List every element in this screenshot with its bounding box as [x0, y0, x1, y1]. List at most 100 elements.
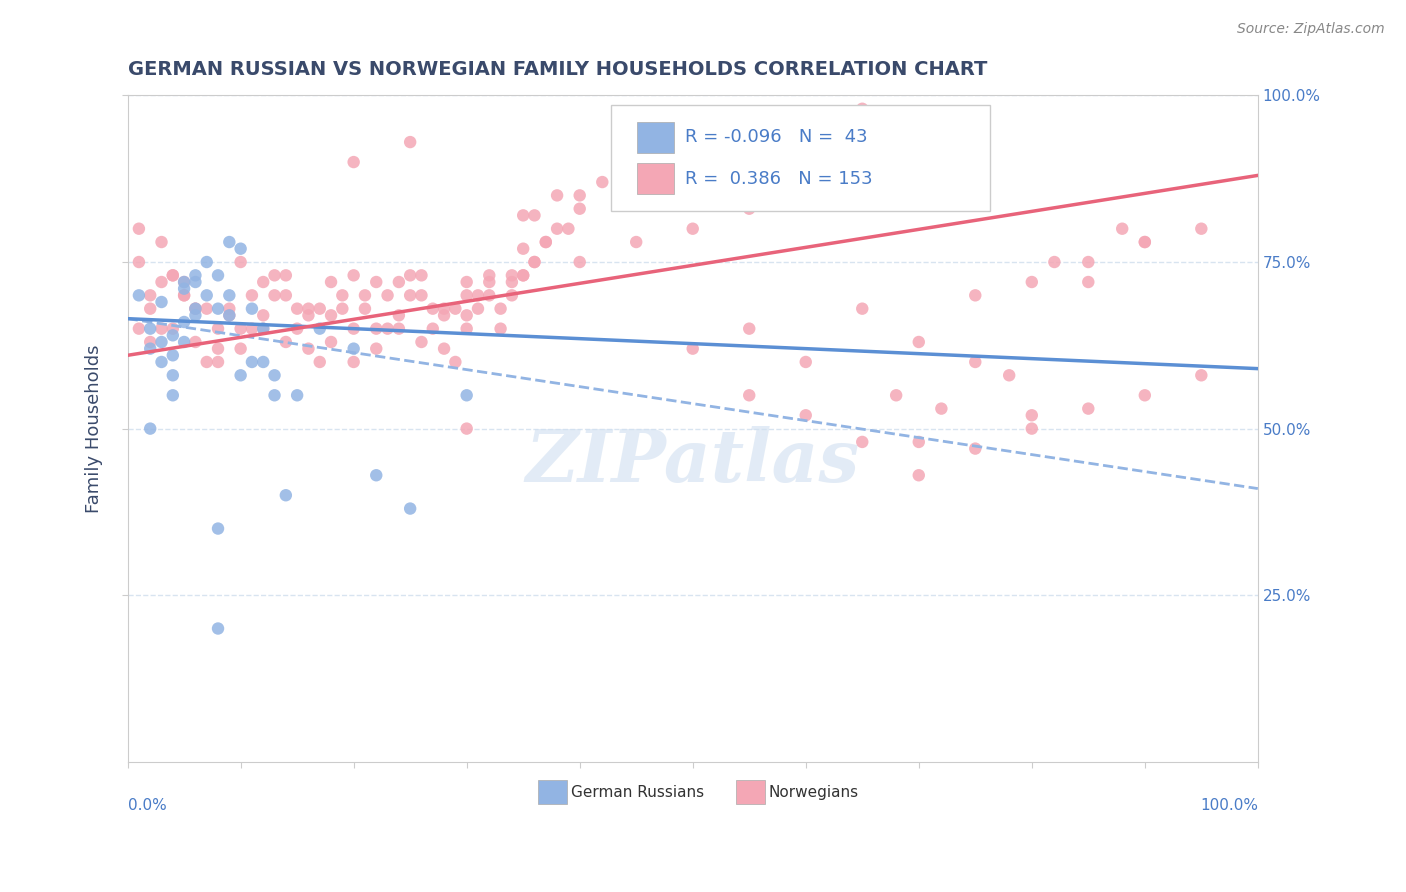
Point: [285, 388, 308, 402]
Point: [184, 301, 207, 316]
Point: [263, 268, 285, 283]
Point: [1189, 368, 1212, 383]
Point: [343, 321, 366, 335]
Point: [546, 221, 568, 235]
Point: [546, 188, 568, 202]
Point: [128, 288, 150, 302]
Point: [851, 434, 873, 449]
Point: [330, 288, 353, 302]
Point: [162, 321, 184, 335]
Point: [366, 468, 388, 483]
Point: [150, 321, 173, 335]
Point: [907, 155, 929, 169]
Point: [907, 334, 929, 349]
Point: [998, 368, 1021, 383]
Point: [240, 321, 263, 335]
Point: [456, 321, 478, 335]
Point: [173, 315, 195, 329]
Point: [173, 288, 195, 302]
Point: [557, 221, 579, 235]
Point: [523, 208, 546, 222]
Point: [162, 268, 184, 283]
Point: [354, 288, 377, 302]
Point: [319, 309, 342, 323]
FancyBboxPatch shape: [735, 780, 765, 805]
Point: [297, 342, 319, 356]
Point: [772, 121, 794, 136]
Point: [489, 301, 512, 316]
Point: [501, 288, 523, 302]
Point: [388, 309, 411, 323]
Text: GERMAN RUSSIAN VS NORWEGIAN FAMILY HOUSEHOLDS CORRELATION CHART: GERMAN RUSSIAN VS NORWEGIAN FAMILY HOUSE…: [128, 60, 987, 78]
Point: [252, 309, 274, 323]
Point: [907, 468, 929, 483]
Point: [907, 434, 929, 449]
Point: [501, 275, 523, 289]
Point: [444, 355, 467, 369]
Point: [240, 301, 263, 316]
Point: [478, 275, 501, 289]
Point: [817, 121, 839, 136]
Point: [851, 102, 873, 116]
Point: [1021, 275, 1043, 289]
Text: R =  0.386   N = 153: R = 0.386 N = 153: [685, 169, 873, 187]
Point: [218, 309, 240, 323]
Point: [682, 221, 704, 235]
Text: R = -0.096   N =  43: R = -0.096 N = 43: [685, 128, 868, 146]
Point: [263, 388, 285, 402]
Point: [240, 355, 263, 369]
Point: [207, 622, 229, 636]
Point: [794, 188, 817, 202]
Point: [207, 342, 229, 356]
Point: [218, 309, 240, 323]
Point: [285, 321, 308, 335]
Point: [388, 321, 411, 335]
Point: [195, 288, 218, 302]
Point: [1133, 235, 1156, 249]
Point: [218, 288, 240, 302]
Point: [308, 355, 330, 369]
Point: [501, 268, 523, 283]
Point: [229, 242, 252, 256]
Point: [456, 275, 478, 289]
Point: [173, 275, 195, 289]
Point: [162, 268, 184, 283]
Point: [139, 342, 162, 356]
Point: [851, 301, 873, 316]
Point: [343, 342, 366, 356]
Text: 0.0%: 0.0%: [128, 798, 166, 814]
Point: [399, 268, 422, 283]
Point: [456, 388, 478, 402]
Point: [738, 135, 761, 149]
Point: [139, 422, 162, 436]
Y-axis label: Family Households: Family Households: [86, 344, 103, 513]
Text: 100.0%: 100.0%: [1199, 798, 1258, 814]
Point: [195, 301, 218, 316]
Point: [1189, 221, 1212, 235]
Point: [433, 309, 456, 323]
Point: [218, 301, 240, 316]
Point: [252, 321, 274, 335]
Point: [229, 342, 252, 356]
Text: ZIPatlas: ZIPatlas: [526, 426, 860, 498]
Point: [229, 255, 252, 269]
Point: [467, 288, 489, 302]
FancyBboxPatch shape: [612, 105, 990, 211]
Point: [162, 348, 184, 362]
Point: [377, 288, 399, 302]
Point: [162, 328, 184, 343]
Point: [229, 368, 252, 383]
Point: [523, 255, 546, 269]
Point: [738, 202, 761, 216]
Point: [319, 334, 342, 349]
Point: [965, 442, 987, 456]
Point: [240, 288, 263, 302]
Point: [184, 275, 207, 289]
Point: [218, 235, 240, 249]
Point: [377, 321, 399, 335]
Point: [794, 355, 817, 369]
Point: [150, 235, 173, 249]
Point: [274, 288, 297, 302]
Point: [411, 288, 433, 302]
Point: [150, 295, 173, 310]
